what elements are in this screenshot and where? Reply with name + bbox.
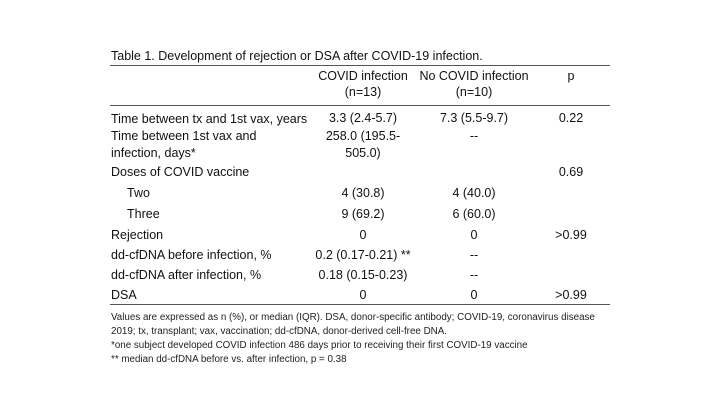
row-covid-value: 0.18 (0.15-0.23)	[318, 268, 408, 282]
row-label: DSA	[111, 288, 137, 302]
row-label: dd-cfDNA after infection, %	[111, 268, 262, 282]
row-no-covid-value: 7.3 (5.5-9.7)	[439, 111, 509, 125]
header-covid-n: (n=13)	[344, 85, 382, 99]
row-label: Time between tx and 1st vax, years	[111, 112, 308, 126]
header-no-covid-label: No COVID infection	[419, 69, 529, 83]
header-covid-label: COVID infection	[318, 69, 408, 83]
row-no-covid-value: 6 (60.0)	[452, 207, 496, 221]
row-label: Rejection	[111, 228, 164, 242]
row-label: Time between 1st vax and	[111, 129, 257, 143]
row-p-value: >0.99	[555, 228, 587, 242]
row-covid-value: 9 (69.2)	[341, 207, 385, 221]
row-p-value: >0.99	[555, 288, 587, 302]
table-top-rule	[110, 65, 610, 66]
row-label: Doses of COVID vaccine	[111, 165, 250, 179]
row-no-covid-value: 0	[470, 228, 478, 242]
footnote-line: Values are expressed as n (%), or median…	[111, 312, 595, 323]
header-bottom-rule	[110, 105, 610, 106]
row-p-value: 0.69	[558, 165, 584, 179]
footnote-line: *one subject developed COVID infection 4…	[111, 340, 528, 351]
row-no-covid-value: --	[469, 268, 479, 282]
row-covid-value: 258.0 (195.5-	[325, 129, 401, 143]
row-no-covid-value: --	[469, 248, 479, 262]
table-title: Table 1. Development of rejection or DSA…	[111, 49, 483, 63]
row-covid-value-continued: 505.0)	[345, 146, 381, 160]
footnote-line: 2019; tx, transplant; vax, vaccination; …	[111, 326, 447, 337]
row-label: dd-cfDNA before infection, %	[111, 248, 272, 262]
row-covid-value: 4 (30.8)	[341, 186, 385, 200]
row-no-covid-value: 4 (40.0)	[452, 186, 496, 200]
row-no-covid-value: 0	[470, 288, 478, 302]
row-covid-value: 0.2 (0.17-0.21) **	[315, 248, 411, 262]
row-covid-value: 0	[359, 228, 367, 242]
footnote-line: ** median dd-cfDNA before vs. after infe…	[111, 354, 347, 365]
row-label-continued: infection, days*	[111, 146, 196, 160]
header-p-value: p	[567, 69, 575, 83]
row-no-covid-value: --	[469, 129, 479, 143]
row-p-value: 0.22	[558, 111, 584, 125]
footnotes: Values are expressed as n (%), or median…	[111, 311, 611, 367]
table-bottom-rule	[110, 304, 610, 305]
row-covid-value: 3.3 (2.4-5.7)	[328, 111, 398, 125]
header-no-covid-n: (n=10)	[455, 85, 493, 99]
row-covid-value: 0	[359, 288, 367, 302]
row-label-indented: Three	[127, 207, 160, 221]
row-label-indented: Two	[127, 186, 150, 200]
